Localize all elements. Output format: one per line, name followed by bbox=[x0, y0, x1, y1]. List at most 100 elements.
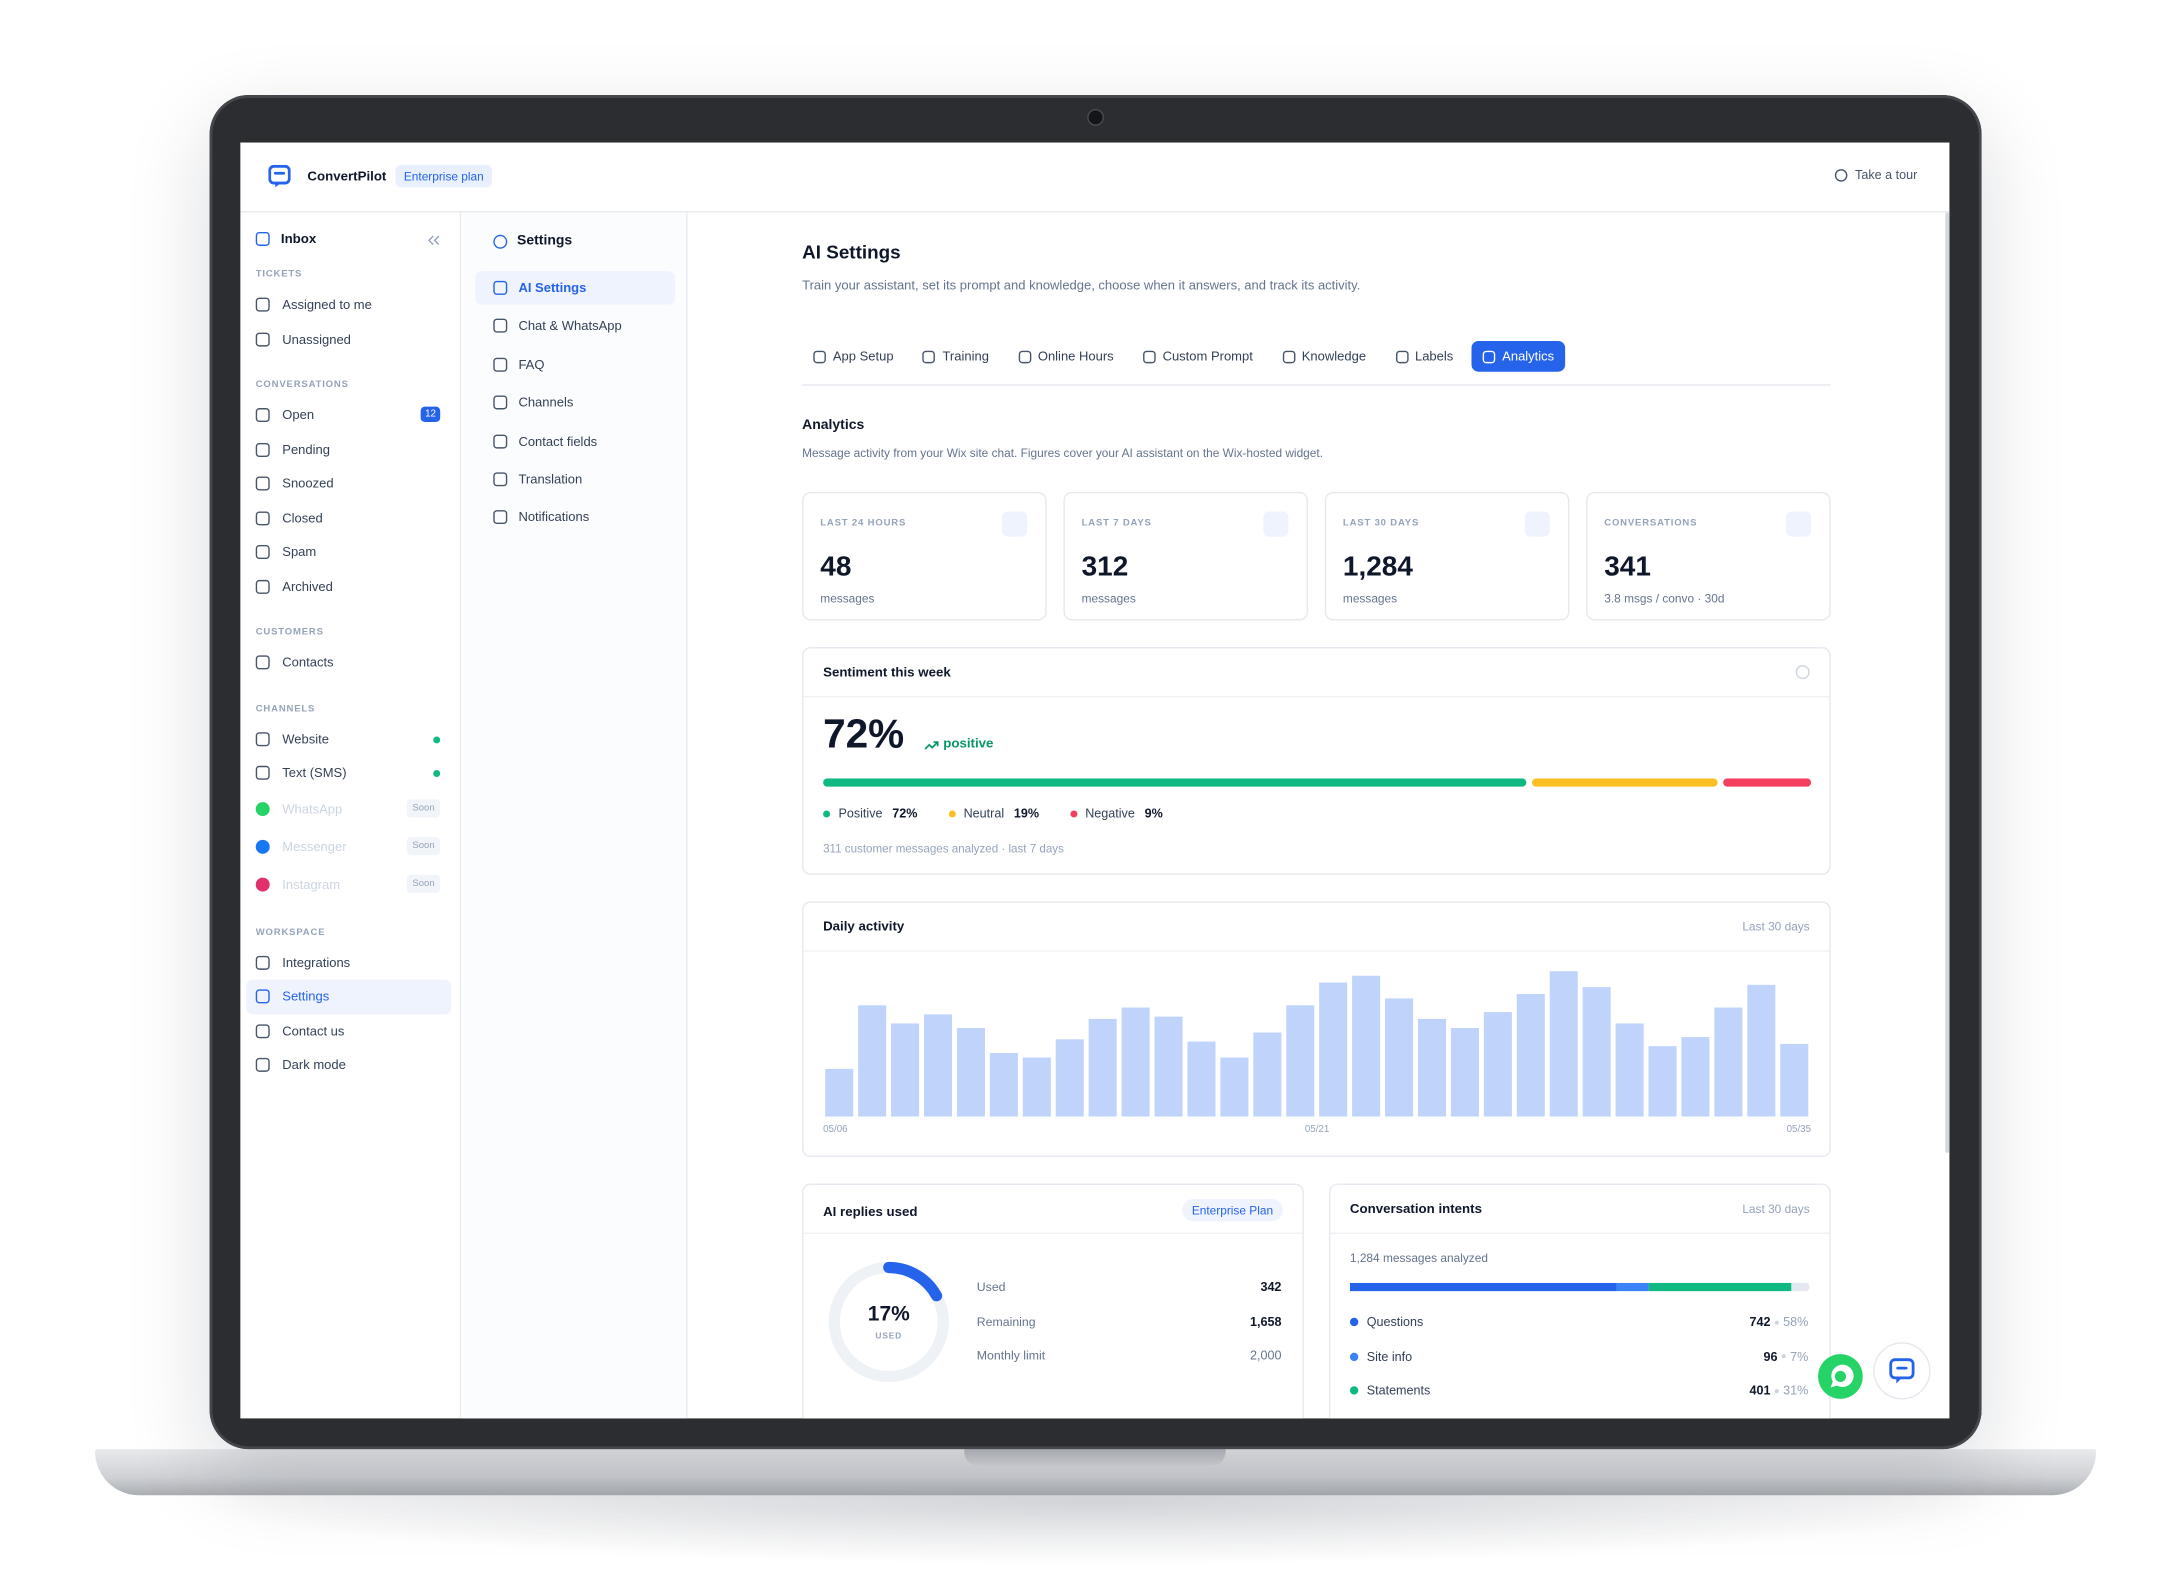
card-range: Last 30 days bbox=[1742, 919, 1810, 934]
intent-share: 31% bbox=[1783, 1383, 1809, 1398]
bar bbox=[1615, 1023, 1644, 1117]
nav-icon bbox=[255, 731, 270, 746]
bar bbox=[891, 1023, 920, 1117]
settings-nav: Settings AI Settings Chat & WhatsApp FAQ Ch… bbox=[462, 212, 688, 1419]
nav-item[interactable]: Text (SMS) bbox=[246, 756, 451, 790]
trend-label: positive bbox=[943, 736, 994, 752]
nav-item[interactable]: Spam bbox=[246, 535, 451, 569]
inbox-label: Inbox bbox=[280, 231, 317, 247]
settings-nav-item[interactable]: Notifications bbox=[475, 501, 675, 535]
status-dot bbox=[433, 769, 441, 777]
chat-button[interactable] bbox=[1870, 1339, 1934, 1403]
soon-badge: Soon bbox=[406, 798, 441, 817]
intent-segment bbox=[1616, 1282, 1649, 1292]
nav-item[interactable]: Assigned to me bbox=[246, 288, 451, 322]
scrollbar bbox=[1945, 212, 1950, 1153]
settings-title: Settings bbox=[493, 233, 572, 249]
intent-count: 401 bbox=[1749, 1383, 1771, 1398]
nav-item[interactable]: Integrations bbox=[246, 945, 451, 979]
nav-icon bbox=[255, 955, 270, 970]
nav-icon bbox=[493, 434, 508, 449]
count-badge: 12 bbox=[420, 406, 441, 423]
nav-item[interactable]: Website bbox=[246, 722, 451, 756]
nav-item[interactable]: WhatsApp Soon bbox=[246, 790, 451, 828]
intents-card: Conversation intents Last 30 days 1,284 me… bbox=[1328, 1183, 1831, 1419]
settings-nav-item[interactable]: FAQ bbox=[475, 348, 675, 382]
nav-item[interactable]: Instagram Soon bbox=[246, 866, 451, 904]
nav-item[interactable]: Unassigned bbox=[246, 322, 451, 356]
nav-item[interactable]: Open 12 bbox=[246, 398, 451, 432]
card-title: AI replies used bbox=[823, 1204, 918, 1220]
intent-row: Questions bbox=[1349, 1315, 1423, 1329]
nav-label: FAQ bbox=[518, 357, 545, 372]
separator bbox=[1774, 1319, 1779, 1325]
nav-label: Messenger bbox=[282, 839, 347, 854]
tab[interactable]: Training bbox=[912, 341, 1000, 372]
sentiment-headline: 72% bbox=[823, 712, 905, 758]
tab[interactable]: Custom Prompt bbox=[1132, 341, 1264, 372]
nav-item[interactable]: Messenger Soon bbox=[246, 828, 451, 866]
nav-item[interactable]: Contact us bbox=[246, 1014, 451, 1048]
nav-item[interactable]: Closed bbox=[246, 501, 451, 535]
whatsapp-button[interactable] bbox=[1815, 1351, 1865, 1401]
card-title: Conversation intents bbox=[1349, 1201, 1482, 1218]
stat-unit: 3.8 msgs / convo · 30d bbox=[1604, 591, 1725, 606]
tab-icon bbox=[1395, 350, 1408, 363]
nav-item[interactable]: Settings bbox=[245, 979, 452, 1014]
status-dot bbox=[433, 735, 441, 743]
nav-icon bbox=[493, 357, 508, 372]
nav-label: Open bbox=[282, 408, 315, 423]
plan-badge: Enterprise plan bbox=[395, 164, 493, 188]
intent-dot bbox=[1349, 1317, 1359, 1327]
inbox-header[interactable]: Inbox bbox=[255, 229, 460, 249]
section-title: CONVERSATIONS bbox=[255, 380, 349, 390]
settings-nav-item[interactable]: Chat & WhatsApp bbox=[475, 309, 675, 343]
nav-label: WhatsApp bbox=[282, 802, 343, 817]
section-title: CHANNELS bbox=[255, 703, 316, 714]
settings-nav-item[interactable]: Channels bbox=[475, 386, 675, 420]
section-title: WORKSPACE bbox=[255, 927, 326, 937]
nav-item[interactable]: Contacts bbox=[246, 646, 451, 680]
nav-icon bbox=[255, 839, 270, 854]
intent-dot bbox=[1349, 1352, 1359, 1361]
row-value: 1,658 bbox=[1249, 1314, 1282, 1329]
tab[interactable]: Labels bbox=[1384, 341, 1464, 372]
tab[interactable]: Online Hours bbox=[1007, 341, 1125, 372]
settings-nav-item[interactable]: AI Settings bbox=[475, 271, 675, 305]
sentiment-segment bbox=[1531, 778, 1718, 787]
nav-icon bbox=[255, 298, 270, 312]
settings-nav-item[interactable]: Contact fields bbox=[475, 424, 675, 458]
tab[interactable]: Knowledge bbox=[1271, 341, 1377, 372]
intents-summary: 1,284 messages analyzed bbox=[1349, 1250, 1488, 1265]
collapse-icon[interactable] bbox=[428, 235, 441, 246]
tab-label: Online Hours bbox=[1037, 349, 1114, 364]
nav-item[interactable]: Pending bbox=[246, 433, 451, 467]
tab-icon bbox=[1482, 350, 1496, 363]
stat-label: CONVERSATIONS bbox=[1604, 518, 1698, 529]
daily-card: Daily activity Last 30 days 05/06 05/21 05/3… bbox=[802, 901, 1831, 1158]
stat-card: LAST 24 HOURS 48 messages bbox=[802, 491, 1047, 621]
nav-icon bbox=[255, 877, 270, 892]
section-title: CUSTOMERS bbox=[255, 627, 324, 638]
nav-label: AI Settings bbox=[518, 280, 587, 295]
stat-value: 341 bbox=[1604, 551, 1651, 583]
nav-item[interactable]: Archived bbox=[246, 569, 451, 603]
intent-count: 742 bbox=[1749, 1314, 1771, 1329]
nav-icon bbox=[255, 655, 270, 670]
nav-item[interactable]: Snoozed bbox=[246, 467, 451, 501]
nav-item[interactable]: Dark mode bbox=[246, 1048, 451, 1082]
settings-nav-item[interactable]: Translation bbox=[475, 463, 675, 497]
tab[interactable]: App Setup bbox=[802, 341, 905, 372]
stat-value: 48 bbox=[820, 551, 852, 583]
stat-unit: messages bbox=[1081, 591, 1136, 606]
legend-name: Negative bbox=[1085, 806, 1135, 821]
nav-label: Text (SMS) bbox=[282, 766, 347, 781]
row-value: 2,000 bbox=[1249, 1348, 1282, 1363]
tab-icon bbox=[1018, 350, 1031, 363]
intent-figures: 401 31% bbox=[1750, 1383, 1809, 1397]
tab[interactable]: Analytics bbox=[1471, 340, 1566, 372]
sentiment-bar bbox=[823, 778, 1812, 787]
tour-button[interactable]: Take a tour bbox=[1835, 168, 1917, 182]
bar bbox=[1055, 1039, 1084, 1117]
